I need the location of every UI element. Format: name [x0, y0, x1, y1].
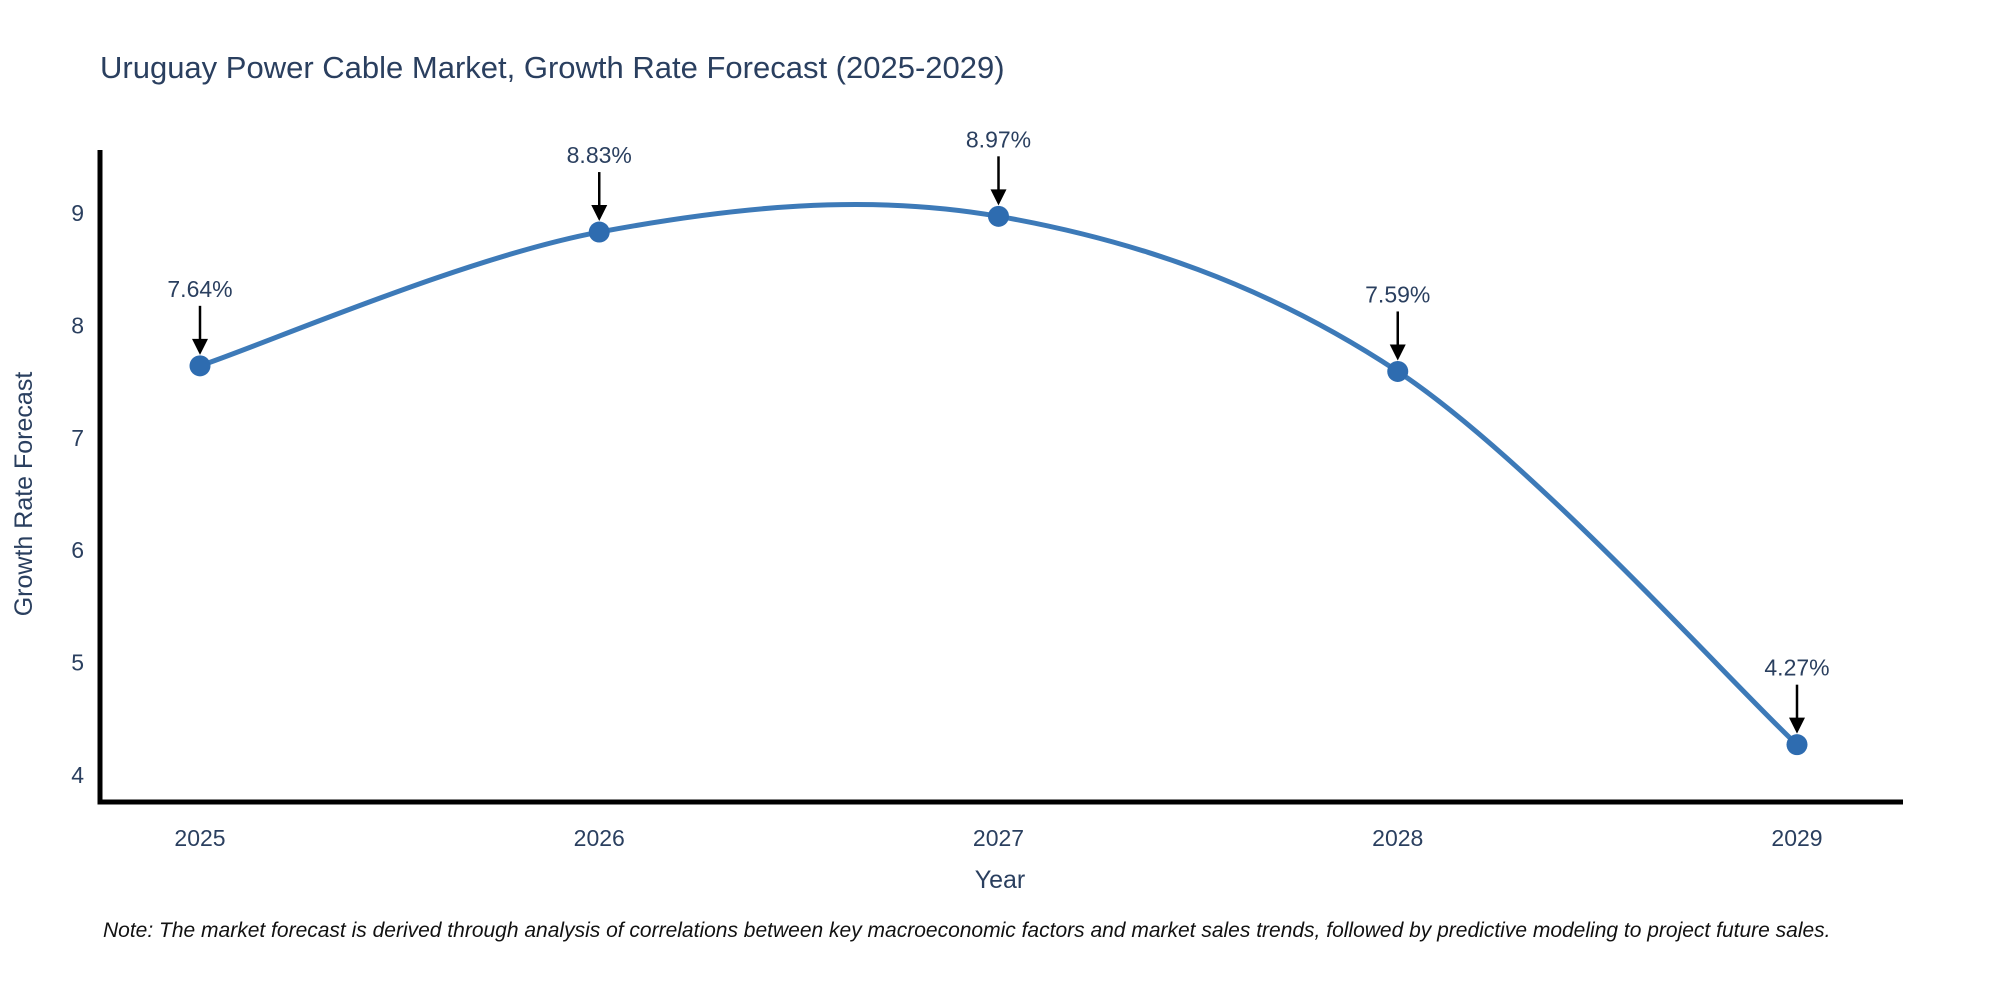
footnote: Note: The market forecast is derived thr…	[103, 919, 1831, 942]
annotation-arrowhead-icon	[1789, 717, 1805, 734]
y-tick-label: 6	[71, 537, 84, 563]
point-value-label: 7.64%	[167, 276, 232, 302]
x-tick-label: 2028	[1372, 825, 1423, 851]
tick-labels: 4 5 6 7 8 9 2025 2026 2027 2028 2029	[71, 200, 1822, 851]
point-value-label: 8.97%	[966, 126, 1031, 152]
axes	[97, 150, 1903, 805]
y-tick-label: 7	[71, 425, 84, 451]
data-point-marker	[189, 355, 211, 377]
y-tick-label: 8	[71, 312, 84, 338]
x-tick-label: 2027	[973, 825, 1024, 851]
point-value-label: 7.59%	[1365, 281, 1430, 307]
point-annotations: 7.64% 8.83% 8.97% 7.59% 4.27%	[167, 126, 1830, 734]
point-value-label: 8.83%	[567, 142, 632, 168]
line-series	[189, 202, 1808, 756]
data-point-marker	[1786, 734, 1808, 756]
chart-title: Uruguay Power Cable Market, Growth Rate …	[100, 50, 1005, 85]
y-axis-title: Growth Rate Forecast	[10, 372, 38, 617]
data-point-marker	[988, 205, 1009, 227]
x-tick-label: 2026	[574, 825, 625, 851]
x-tick-label: 2025	[174, 825, 225, 851]
y-tick-label: 9	[71, 200, 84, 226]
annotation-arrowhead-icon	[192, 338, 208, 355]
point-value-label: 4.27%	[1764, 655, 1829, 681]
annotation-arrowhead-icon	[1389, 344, 1406, 361]
forecast-line	[197, 202, 1800, 748]
x-tick-label: 2029	[1771, 825, 1822, 851]
x-axis-title: Year	[975, 866, 1026, 894]
data-point-marker	[588, 221, 610, 243]
data-point-marker	[1387, 360, 1409, 382]
annotation-arrowhead-icon	[990, 189, 1007, 206]
annotation-arrowhead-icon	[591, 205, 608, 222]
y-tick-label: 5	[71, 650, 84, 676]
y-tick-label: 4	[71, 762, 84, 788]
